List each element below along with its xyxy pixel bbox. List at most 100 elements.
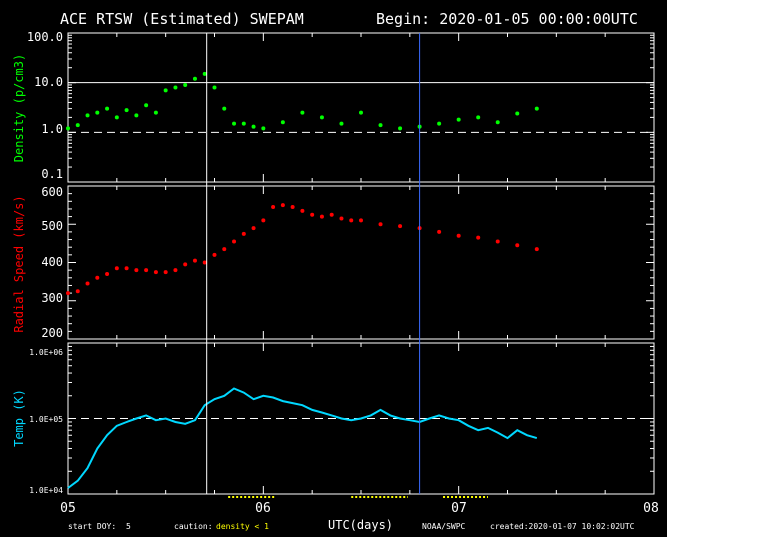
- data-point-speed: [105, 271, 110, 276]
- begin-label: Begin: 2020-01-05 00:00:00UTC: [376, 10, 638, 28]
- data-point-speed: [95, 275, 100, 280]
- data-point-speed: [163, 270, 168, 275]
- speed-tick-label: 400: [41, 255, 63, 269]
- data-point-density: [114, 115, 119, 120]
- data-point-speed: [310, 212, 315, 217]
- data-point-density: [85, 113, 90, 118]
- data-point-density: [95, 110, 100, 115]
- data-point-speed: [173, 268, 178, 273]
- data-point-density: [476, 115, 481, 120]
- data-point-density: [300, 110, 305, 115]
- density-tick-label: 100.0: [27, 30, 63, 44]
- speed-panel-frame: [67, 185, 655, 340]
- temp-tick-label: 1.0E+04: [29, 486, 63, 495]
- data-point-density: [261, 126, 266, 131]
- x-tick-label: 07: [451, 501, 467, 516]
- density-tick-label: 10.0: [34, 75, 63, 89]
- data-point-speed: [202, 260, 207, 265]
- data-point-speed: [124, 266, 129, 271]
- speed-axis-label: Radial Speed (km/s): [12, 195, 26, 332]
- density-tick-label: 0.1: [41, 167, 63, 181]
- data-point-speed: [241, 231, 246, 236]
- data-point-speed: [114, 266, 119, 271]
- caution-value: density < 1: [216, 522, 269, 531]
- start-doy-value: 5: [126, 522, 131, 531]
- data-point-speed: [261, 218, 266, 223]
- data-point-density: [173, 85, 178, 90]
- data-point-density: [280, 120, 285, 125]
- created-label: created:2020-01-07 10:02:02UTC: [490, 522, 635, 531]
- data-point-speed: [300, 208, 305, 213]
- data-point-density: [192, 76, 197, 81]
- data-point-speed: [251, 226, 256, 231]
- data-point-density: [202, 71, 207, 76]
- data-point-density: [183, 82, 188, 87]
- caution-label: caution:: [174, 522, 213, 531]
- data-point-density: [495, 120, 500, 125]
- data-point-speed: [192, 258, 197, 263]
- data-point-density: [339, 121, 344, 126]
- data-point-density: [134, 113, 139, 118]
- data-point-density: [319, 115, 324, 120]
- speed-tick-label: 300: [41, 291, 63, 305]
- swepam-chart: ACE RTSW (Estimated) SWEPAM Begin: 2020-…: [12, 10, 659, 532]
- data-point-speed: [495, 239, 500, 244]
- data-point-density: [163, 88, 168, 93]
- temp-axis-label: Temp (K): [12, 389, 26, 447]
- data-point-speed: [280, 203, 285, 208]
- data-point-speed: [134, 268, 139, 273]
- speed-tick-label: 500: [41, 219, 63, 233]
- data-point-density: [75, 123, 80, 128]
- x-tick-label: 06: [255, 501, 271, 516]
- plot-panel: ACE RTSW (Estimated) SWEPAM Begin: 2020-…: [0, 0, 667, 537]
- data-point-speed: [515, 243, 520, 248]
- data-point-speed: [378, 222, 383, 227]
- data-point-density: [153, 110, 158, 115]
- data-point-density: [534, 106, 539, 111]
- data-point-speed: [349, 218, 354, 223]
- data-point-density: [456, 117, 461, 122]
- start-doy-label: start DOY:: [68, 522, 116, 531]
- temp-tick-label: 1.0E+05: [29, 415, 63, 424]
- density-tick-label: 1.0: [41, 122, 63, 136]
- data-point-speed: [339, 216, 344, 221]
- data-point-speed: [329, 212, 334, 217]
- x-tick-label: 05: [60, 501, 76, 516]
- density-axis-label: Density (p/cm3): [12, 54, 26, 162]
- data-point-density: [66, 126, 70, 131]
- data-point-speed: [271, 205, 276, 210]
- data-point-density: [437, 121, 442, 126]
- data-point-speed: [398, 224, 403, 229]
- data-point-density: [144, 103, 149, 108]
- data-point-density: [222, 106, 227, 111]
- data-point-density: [398, 126, 403, 131]
- data-point-density: [105, 106, 110, 111]
- data-point-speed: [319, 214, 324, 219]
- x-axis-label: UTC(days): [328, 518, 393, 532]
- x-tick-label: 08: [643, 501, 659, 516]
- data-point-speed: [437, 229, 442, 234]
- data-point-density: [212, 85, 217, 90]
- data-point-speed: [66, 291, 70, 296]
- data-point-speed: [222, 247, 227, 252]
- chart-title: ACE RTSW (Estimated) SWEPAM: [60, 10, 304, 28]
- data-point-density: [378, 123, 383, 128]
- data-point-speed: [183, 262, 188, 267]
- data-point-density: [124, 108, 129, 113]
- data-point-speed: [359, 218, 363, 223]
- speed-tick-label: 600: [41, 185, 63, 199]
- data-point-density: [232, 121, 237, 126]
- data-point-speed: [476, 235, 481, 240]
- data-point-speed: [144, 268, 149, 273]
- temp-tick-label: 1.0E+06: [29, 348, 63, 357]
- data-point-speed: [153, 270, 158, 275]
- data-point-speed: [212, 252, 217, 257]
- density-panel-frame: [67, 32, 655, 183]
- data-point-speed: [85, 281, 90, 286]
- data-point-speed: [232, 239, 237, 244]
- data-point-density: [515, 111, 520, 116]
- data-point-speed: [75, 289, 80, 294]
- series-line-temp: [67, 387, 538, 489]
- source-label: NOAA/SWPC: [422, 522, 466, 531]
- data-point-density: [241, 121, 246, 126]
